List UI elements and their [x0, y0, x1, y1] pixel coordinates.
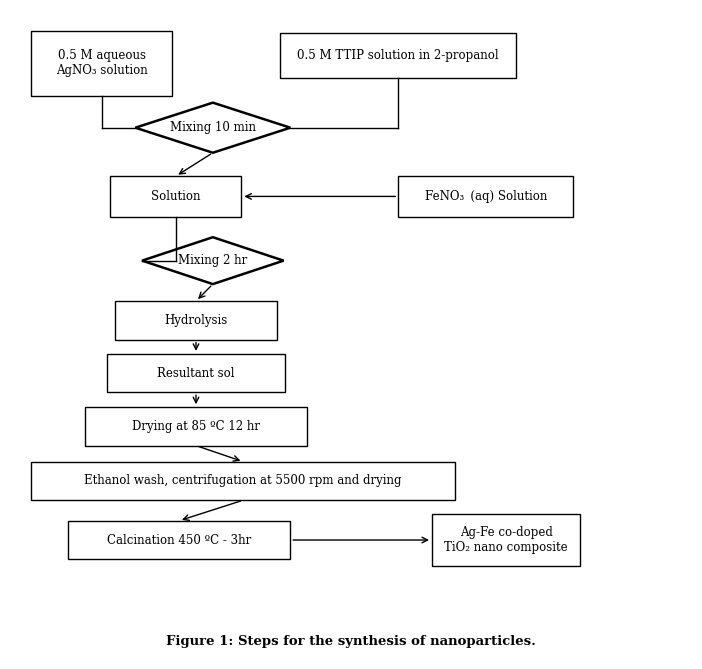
Text: Ethanol wash, centrifugation at 5500 rpm and drying: Ethanol wash, centrifugation at 5500 rpm… — [84, 474, 402, 488]
Text: Drying at 85 ºC 12 hr: Drying at 85 ºC 12 hr — [132, 420, 260, 433]
Text: Calcination 450 ºC - 3hr: Calcination 450 ºC - 3hr — [107, 533, 251, 547]
Text: Mixing 2 hr: Mixing 2 hr — [178, 254, 248, 267]
Text: Solution: Solution — [151, 190, 201, 203]
FancyBboxPatch shape — [68, 520, 291, 559]
FancyBboxPatch shape — [398, 176, 574, 217]
Text: Hydrolysis: Hydrolysis — [164, 314, 227, 327]
FancyBboxPatch shape — [110, 176, 241, 217]
Text: 0.5 M TTIP solution in 2-propanol: 0.5 M TTIP solution in 2-propanol — [298, 49, 499, 62]
Text: Figure 1: Steps for the synthesis of nanoparticles.: Figure 1: Steps for the synthesis of nan… — [166, 635, 536, 648]
FancyBboxPatch shape — [31, 31, 173, 96]
FancyBboxPatch shape — [432, 514, 580, 567]
FancyBboxPatch shape — [85, 407, 307, 446]
Polygon shape — [142, 237, 284, 284]
Text: Mixing 10 min: Mixing 10 min — [170, 121, 256, 134]
Text: Ag-Fe co-doped
TiO₂ nano composite: Ag-Fe co-doped TiO₂ nano composite — [444, 526, 568, 554]
Text: 0.5 M aqueous
AgNO₃ solution: 0.5 M aqueous AgNO₃ solution — [55, 50, 147, 78]
Text: Resultant sol: Resultant sol — [157, 367, 234, 379]
FancyBboxPatch shape — [107, 354, 285, 392]
FancyBboxPatch shape — [31, 462, 456, 500]
FancyBboxPatch shape — [115, 301, 277, 340]
FancyBboxPatch shape — [280, 33, 516, 78]
Polygon shape — [135, 102, 291, 153]
Text: FeNO₃  (aq) Solution: FeNO₃ (aq) Solution — [425, 190, 547, 203]
